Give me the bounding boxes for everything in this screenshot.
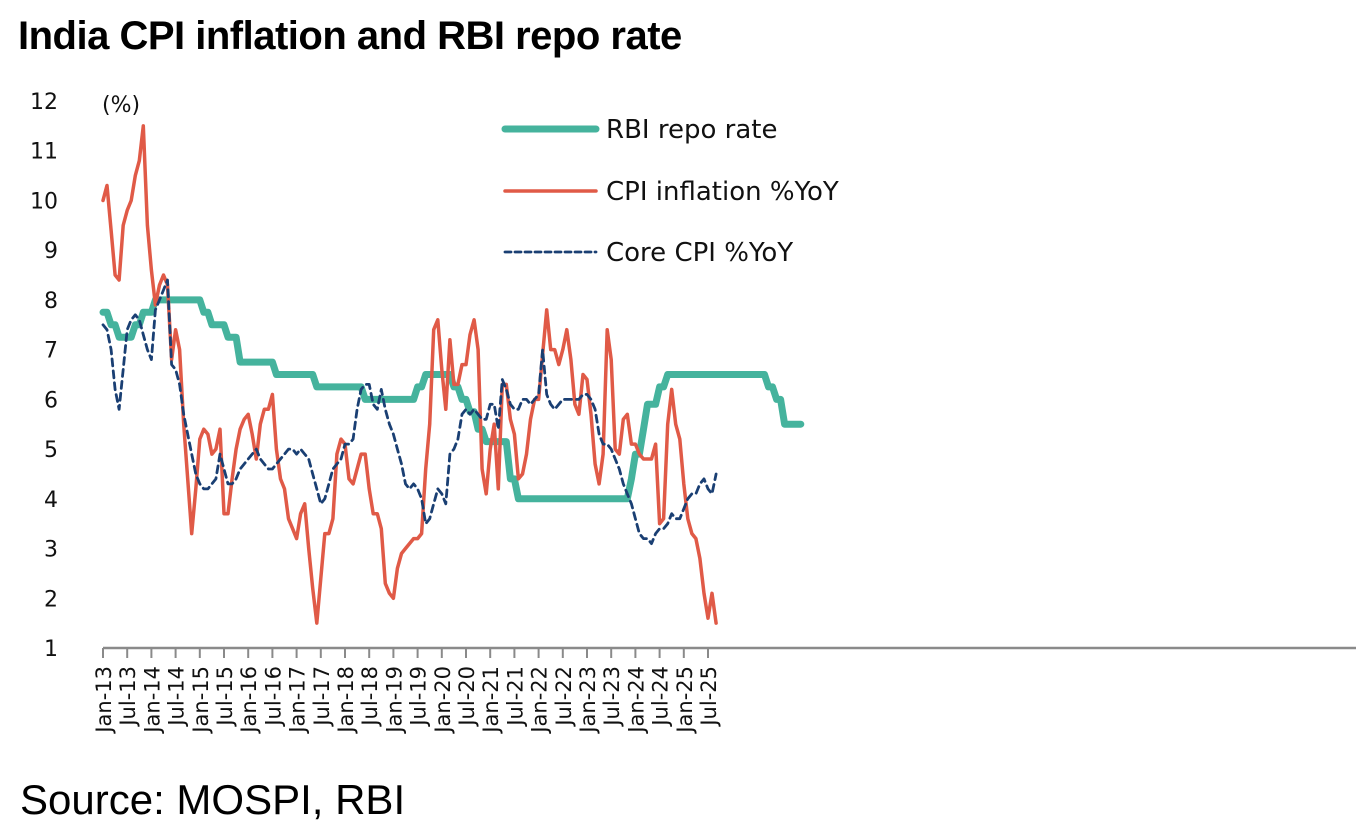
x-tick-label: Jan-22 bbox=[528, 666, 552, 735]
series-layer bbox=[99, 124, 805, 625]
series-line-core-cpi-yoy bbox=[101, 278, 718, 545]
source-note: Source: MOSPI, RBI bbox=[20, 776, 406, 823]
x-tick-label: Jul-16 bbox=[261, 666, 285, 728]
x-tick-label: Jul-23 bbox=[600, 666, 624, 728]
y-tick-label: 8 bbox=[44, 289, 58, 314]
x-tick-label: Jan-19 bbox=[382, 666, 406, 735]
y-tick-label: 9 bbox=[44, 239, 58, 264]
x-tick-label: Jul-13 bbox=[116, 666, 140, 728]
x-tick-label: Jan-17 bbox=[286, 666, 310, 735]
x-tick-label: Jan-16 bbox=[237, 666, 261, 735]
x-tick-label: Jan-13 bbox=[92, 666, 116, 735]
x-tick-label: Jul-22 bbox=[552, 666, 576, 728]
x-tick-label: Jul-15 bbox=[213, 666, 237, 728]
x-tick-label: Jul-24 bbox=[649, 666, 673, 728]
x-axis: Jan-13 Jul-13 Jan-14 Jul-14 Jan-15 Jul-15 Jan-… bbox=[92, 646, 1356, 735]
y-tick-label: 3 bbox=[44, 538, 58, 563]
y-tick-label: 5 bbox=[44, 438, 58, 463]
x-tick-label: Jan-15 bbox=[189, 666, 213, 735]
chart-title: India CPI inflation and RBI repo rate bbox=[18, 14, 682, 58]
legend: RBI repo rate CPI inflation %YoY Core CPI … bbox=[501, 115, 839, 268]
x-tick-label: Jan-23 bbox=[576, 666, 600, 735]
y-tick-label: 10 bbox=[30, 189, 58, 214]
series-line-cpi-inflation-yoy bbox=[101, 124, 718, 625]
y-tick-label: 2 bbox=[44, 587, 58, 612]
series-line-rbi-repo-rate bbox=[99, 296, 805, 503]
x-tick-label: Jan-21 bbox=[479, 666, 503, 735]
x-tick-label: Jul-18 bbox=[358, 666, 382, 728]
x-tick-label: Jul-17 bbox=[310, 666, 334, 728]
x-tick-label: Jan-14 bbox=[140, 666, 164, 735]
x-tick-label: Jul-19 bbox=[407, 666, 431, 728]
legend-label-core-cpi-yoy: Core CPI %YoY bbox=[606, 238, 793, 268]
y-tick-label: 11 bbox=[30, 140, 58, 165]
x-tick-label: Jan-18 bbox=[334, 666, 358, 735]
x-tick-label: Jan-20 bbox=[431, 666, 455, 735]
x-tick-label: Jan-24 bbox=[624, 666, 648, 735]
legend-label-cpi-inflation-yoy: CPI inflation %YoY bbox=[606, 177, 839, 207]
y-tick-label: 1 bbox=[44, 637, 58, 662]
y-tick-label: 6 bbox=[44, 388, 58, 413]
x-tick-label: Jul-25 bbox=[697, 666, 721, 728]
y-unit-label: (%) bbox=[102, 93, 140, 118]
x-tick-label: Jul-20 bbox=[455, 666, 479, 728]
y-tick-label: 12 bbox=[30, 90, 58, 115]
y-tick-label: 7 bbox=[44, 339, 58, 364]
legend-label-rbi-repo-rate: RBI repo rate bbox=[606, 115, 777, 145]
x-tick-label: Jul-14 bbox=[165, 666, 189, 728]
y-tick-label: 4 bbox=[44, 488, 58, 513]
x-tick-label: Jan-25 bbox=[673, 666, 697, 735]
x-tick-label: Jul-21 bbox=[503, 666, 527, 728]
